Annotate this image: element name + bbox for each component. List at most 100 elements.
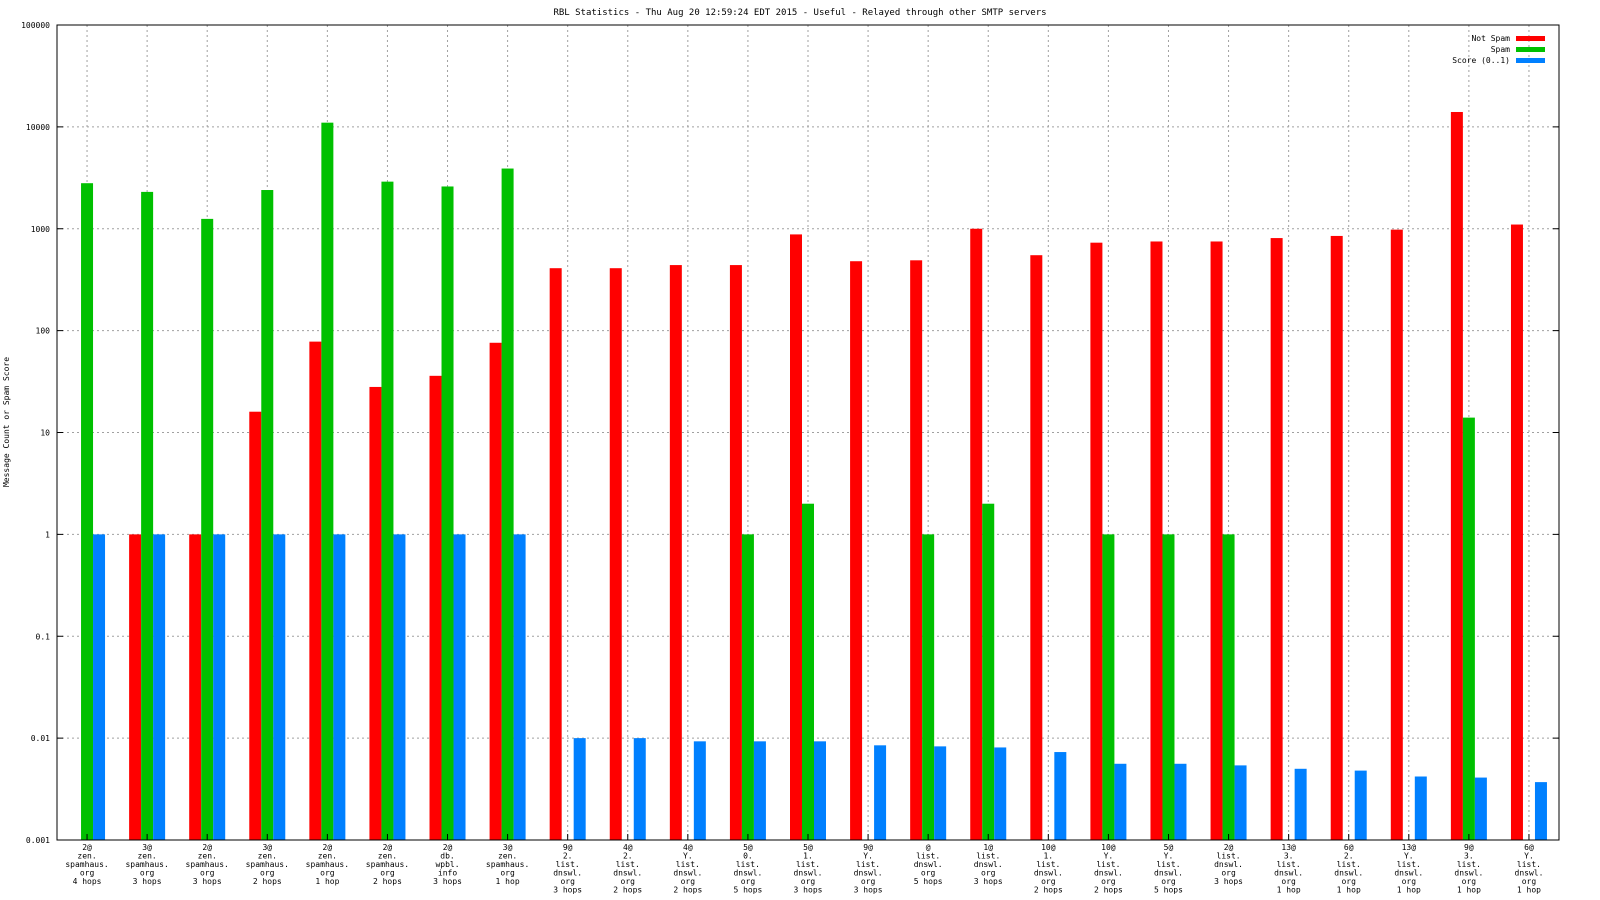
y-tick-label: 0.1 (36, 632, 51, 641)
x-tick-label: 5@ 1. list. dnswl. org 3 hops (794, 843, 823, 895)
x-tick-label: 13@ 3. list. dnswl. org 1 hop (1274, 843, 1303, 895)
x-tick-label: 2@ zen. spamhaus. org 3 hops (186, 843, 229, 886)
bar-score-0-1 (93, 534, 106, 840)
legend-label: Spam (1491, 45, 1510, 54)
bar-spam (982, 503, 995, 840)
x-tick-label: 2@ zen. spamhaus. org 2 hops (366, 843, 409, 886)
bar-spam (802, 503, 814, 840)
y-tick-label: 10 (40, 429, 50, 438)
bar-not-spam (790, 234, 802, 840)
x-tick-label: 4@ Y. list. dnswl. org 2 hops (673, 843, 702, 895)
bar-not-spam (1450, 111, 1463, 840)
legend-swatch (1516, 58, 1545, 63)
x-tick-label: 2@ list. dnswl. org 3 hops (1214, 843, 1243, 886)
bar-spam (1162, 534, 1175, 840)
y-tick-label: 100 (36, 327, 51, 336)
bar-score-0-1 (1114, 763, 1127, 840)
x-tick-label: 1@ list. dnswl. org 3 hops (974, 843, 1003, 886)
x-tick-label: 9@ 3. list. dnswl. org 1 hop (1454, 843, 1483, 895)
bar-score-0-1 (1294, 768, 1307, 840)
bar-spam (922, 534, 935, 840)
bar-not-spam (549, 268, 562, 840)
bar-spam (1462, 417, 1475, 840)
x-tick-label: 2@ zen. spamhaus. org 1 hop (306, 843, 349, 886)
bar-score-0-1 (934, 746, 947, 840)
bar-score-0-1 (273, 534, 286, 840)
x-tick-label: 5@ 0. list. dnswl. org 5 hops (733, 843, 762, 895)
x-tick-label: 3@ zen. spamhaus. org 1 hop (486, 843, 529, 886)
x-tick-label: 3@ zen. spamhaus. org 2 hops (246, 843, 289, 886)
x-tick-labels: 2@ zen. spamhaus. org 4 hops 3@ zen. spamhaus. o… (65, 843, 1543, 895)
x-tick-label: 10@ Y. list. dnswl. org 2 hops (1094, 843, 1123, 895)
bar-not-spam (1210, 241, 1223, 840)
x-tick-label: 2@ zen. spamhaus. org 4 hops (65, 843, 108, 886)
bar-spam (441, 186, 454, 840)
bar-not-spam (729, 265, 742, 841)
bar-score-0-1 (393, 534, 406, 840)
bar-not-spam (189, 534, 202, 840)
bar-not-spam (309, 341, 322, 840)
bar-spam (81, 183, 94, 840)
bar-not-spam (1510, 224, 1523, 840)
y-tick-label: 0.001 (26, 836, 50, 845)
bar-score-0-1 (874, 745, 887, 840)
bar-score-0-1 (453, 534, 466, 840)
bar-not-spam (1150, 241, 1163, 840)
bar-spam (1102, 534, 1115, 840)
x-tick-label: @ list. dnswl. org 5 hops (914, 843, 943, 886)
y-tick-label: 100000 (21, 21, 50, 30)
bar-not-spam (429, 375, 442, 840)
grid (57, 25, 1559, 840)
bar-score-0-1 (1234, 765, 1247, 840)
x-tick-label: 5@ Y. list. dnswl. org 5 hops (1154, 843, 1183, 895)
bar-score-0-1 (1474, 777, 1487, 840)
bar-not-spam (970, 228, 983, 840)
legend-label: Not Spam (1471, 34, 1510, 43)
bar-score-0-1 (333, 534, 346, 840)
axes: 0.001 0.01 0.1 1 10 100 1000 10000 100000 (21, 21, 1560, 845)
bar-spam (141, 191, 154, 840)
bar-score-0-1 (1054, 752, 1067, 840)
bar-not-spam (1330, 235, 1343, 841)
bar-spam (261, 190, 274, 840)
bar-score-0-1 (693, 741, 706, 840)
bar-score-0-1 (814, 741, 826, 840)
x-tick-label: 4@ 2. list. dnswl. org 2 hops (613, 843, 642, 895)
x-tick-label: 6@ Y. list. dnswl. org 1 hop (1515, 843, 1544, 895)
bar-spam (321, 122, 334, 840)
bar-spam (201, 218, 214, 840)
bar-score-0-1 (753, 741, 766, 840)
bar-score-0-1 (513, 534, 526, 840)
x-tick-label: 13@ Y. list. dnswl. org 1 hop (1394, 843, 1423, 895)
y-tick-label: 10000 (26, 123, 50, 132)
y-tick-label: 1 (45, 530, 50, 539)
y-axis-label: Message Count or Spam Score (2, 357, 11, 487)
bar-not-spam (910, 260, 923, 840)
bar-spam (741, 534, 754, 840)
bar-spam (381, 181, 394, 841)
x-tick-label: 3@ zen. spamhaus. org 3 hops (125, 843, 168, 886)
bar-score-0-1 (1414, 776, 1427, 840)
bar-not-spam (249, 411, 262, 840)
x-tick-label: 9@ Y. list. dnswl. org 3 hops (854, 843, 883, 895)
legend: Not Spam Spam Score (0..1) (1452, 34, 1545, 65)
chart-title: RBL Statistics - Thu Aug 20 12:59:24 EDT… (553, 8, 1046, 18)
x-tick-label: 10@ 1. list. dnswl. org 2 hops (1034, 843, 1063, 895)
bar-not-spam (1270, 238, 1283, 840)
bar-score-0-1 (1174, 763, 1187, 840)
bar-spam (501, 168, 514, 841)
bar-not-spam (1390, 229, 1403, 840)
bar-score-0-1 (633, 738, 646, 840)
x-tick-label: 9@ 2. list. dnswl. org 3 hops (553, 843, 582, 895)
bar-spam (1222, 534, 1235, 840)
plot-border (56, 24, 1560, 841)
bars (81, 111, 1547, 841)
bar-not-spam (369, 386, 382, 840)
bar-score-0-1 (153, 534, 166, 840)
legend-swatch (1516, 47, 1545, 52)
bar-score-0-1 (573, 738, 586, 840)
bar-not-spam (489, 342, 502, 840)
legend-label: Score (0..1) (1452, 56, 1510, 65)
bar-not-spam (1090, 242, 1103, 841)
